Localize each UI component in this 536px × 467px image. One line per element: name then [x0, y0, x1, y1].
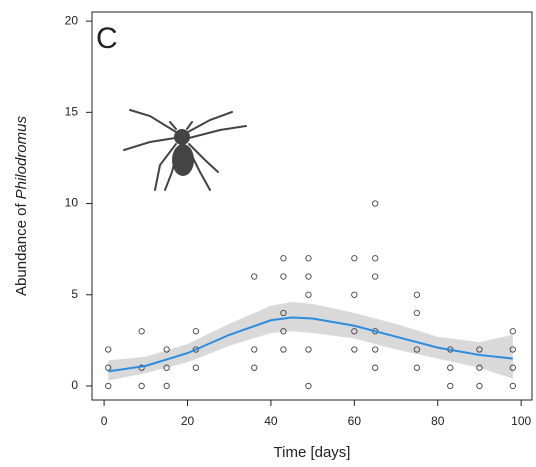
- data-point: [351, 328, 358, 335]
- y-tick-label: 5: [71, 287, 78, 301]
- data-point: [372, 364, 379, 371]
- data-point: [305, 346, 312, 353]
- y-tick-label: 0: [71, 378, 78, 392]
- data-point: [138, 382, 145, 390]
- y-tick-label: 15: [65, 105, 79, 119]
- data-point: [305, 291, 312, 298]
- x-tick-label: 0: [101, 414, 108, 428]
- data-point: [192, 328, 199, 335]
- data-point: [476, 346, 483, 353]
- data-point: [105, 346, 112, 353]
- data-point: [509, 328, 516, 335]
- data-point: [305, 255, 312, 262]
- data-point: [509, 382, 516, 390]
- spider-icon: [123, 109, 247, 191]
- data-point: [280, 328, 287, 335]
- data-point: [163, 364, 170, 371]
- data-point: [372, 346, 379, 353]
- data-point: [372, 273, 379, 280]
- x-tick-label: 60: [348, 414, 362, 428]
- data-point: [251, 346, 258, 353]
- data-point: [351, 346, 358, 353]
- y-axis-label: Abundance of Philodromus: [13, 116, 30, 296]
- data-point: [251, 273, 258, 280]
- data-point: [280, 255, 287, 262]
- panel-label: C: [96, 22, 118, 55]
- data-point: [280, 273, 287, 280]
- data-point: [372, 255, 379, 262]
- y-tick-label: 20: [65, 13, 79, 27]
- data-point: [447, 382, 454, 390]
- data-point: [105, 382, 112, 390]
- y-tick-label: 10: [65, 196, 79, 210]
- data-point: [192, 364, 199, 371]
- plot-frame: [91, 11, 533, 401]
- data-point: [413, 291, 421, 298]
- fit-line: [108, 316, 513, 373]
- data-point: [413, 309, 421, 317]
- x-tick-label: 80: [431, 414, 445, 428]
- data-point: [476, 382, 483, 390]
- data-point: [413, 346, 421, 353]
- x-tick-label: 40: [264, 414, 278, 428]
- data-point: [476, 364, 483, 371]
- data-point: [163, 382, 170, 390]
- data-point: [447, 364, 454, 371]
- data-point: [138, 328, 145, 335]
- x-tick-label: 20: [181, 414, 195, 428]
- data-point: [251, 364, 258, 371]
- data-point: [351, 255, 358, 262]
- data-point: [280, 309, 287, 317]
- data-point: [163, 346, 170, 353]
- data-point: [192, 346, 199, 353]
- data-point: [372, 200, 379, 207]
- data-point: [351, 291, 358, 298]
- data-point: [509, 364, 516, 371]
- x-axis-label: Time [days]: [274, 444, 351, 461]
- data-point: [305, 382, 312, 390]
- data-point: [305, 273, 312, 280]
- y-axis-label-text: Abundance of: [13, 203, 30, 296]
- data-point: [280, 346, 287, 353]
- y-axis-label-species: Philodromus: [13, 116, 30, 200]
- data-point: [509, 346, 516, 353]
- x-tick-label: 100: [511, 414, 531, 428]
- data-point: [413, 364, 421, 371]
